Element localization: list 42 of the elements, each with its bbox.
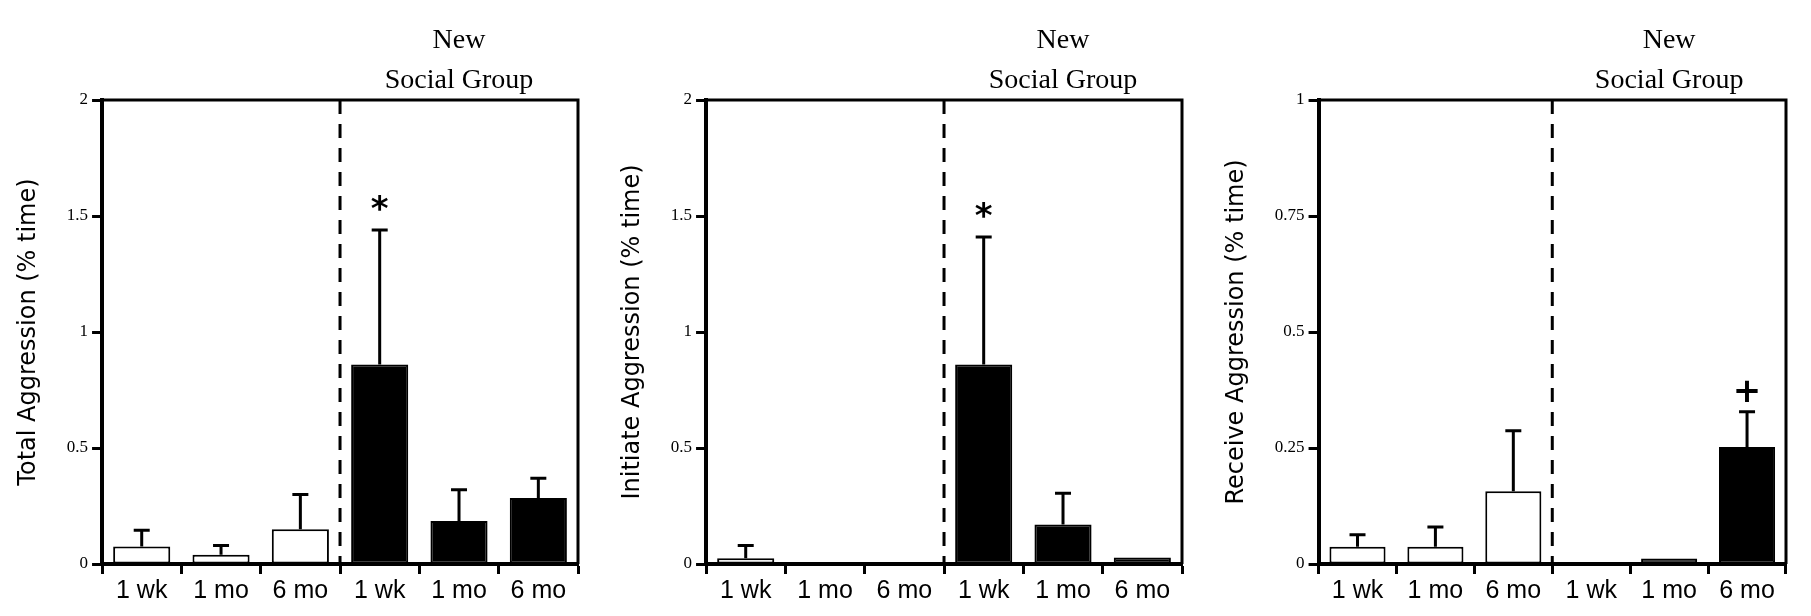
text: New Social Group bbox=[1594, 23, 1744, 94]
x-tick-label: 1 mo bbox=[1035, 574, 1091, 603]
y-tick-label: 0.25 bbox=[1274, 437, 1305, 457]
y-axis-title: Receive Aggression (% time) bbox=[1220, 159, 1249, 505]
y-tick-label: 0.5 bbox=[670, 437, 693, 457]
x-tick-label: 1 wk bbox=[957, 574, 1010, 603]
x-tick-label: 6 mo bbox=[272, 574, 329, 603]
y-tick-label: 1.5 bbox=[66, 205, 89, 225]
annotation: * bbox=[370, 187, 389, 228]
annotation: + bbox=[1732, 369, 1762, 410]
y-tick-label: 1.5 bbox=[670, 205, 693, 225]
y-tick-label: 0 bbox=[1296, 553, 1305, 573]
y-tick-label: 0 bbox=[683, 553, 693, 573]
x-tick-label: 1 wk bbox=[116, 574, 168, 603]
x-tick-label: 1 wk bbox=[1565, 574, 1618, 603]
x-tick-label: 1 mo bbox=[193, 574, 249, 603]
x-tick-label: 6 mo bbox=[510, 574, 567, 603]
y-tick-label: 0 bbox=[79, 553, 89, 573]
x-tick-label: 1 wk bbox=[720, 574, 772, 603]
x-tick-label: 6 mo bbox=[1719, 574, 1775, 603]
x-tick-label: 1 mo bbox=[797, 574, 853, 603]
y-tick-label: 1 bbox=[683, 321, 693, 341]
x-tick-label: 6 mo bbox=[1485, 574, 1542, 603]
y-tick-label: 1 bbox=[1296, 89, 1305, 109]
x-tick-label: 1 mo bbox=[1641, 574, 1697, 603]
x-tick-label: 6 mo bbox=[1114, 574, 1171, 603]
text: New Social Group bbox=[384, 23, 534, 94]
x-tick-label: 1 wk bbox=[353, 574, 406, 603]
x-tick-label: 1 mo bbox=[1407, 574, 1464, 603]
y-axis-title: Total Aggression (% time) bbox=[12, 178, 41, 487]
text: New Social Group bbox=[988, 23, 1138, 94]
x-tick-label: 6 mo bbox=[876, 574, 933, 603]
x-tick-label: 1 wk bbox=[1331, 574, 1384, 603]
y-tick-label: 0.5 bbox=[66, 437, 89, 457]
x-tick-label: 1 mo bbox=[431, 574, 487, 603]
y-tick-label: 2 bbox=[683, 89, 693, 109]
annotation: * bbox=[974, 194, 993, 235]
y-tick-label: 1 bbox=[79, 321, 89, 341]
y-tick-label: 2 bbox=[79, 89, 89, 109]
y-tick-label: 0.5 bbox=[1283, 321, 1305, 341]
y-axis-title: Initiate Aggression (% time) bbox=[616, 164, 645, 500]
y-tick-label: 0.75 bbox=[1274, 205, 1305, 225]
